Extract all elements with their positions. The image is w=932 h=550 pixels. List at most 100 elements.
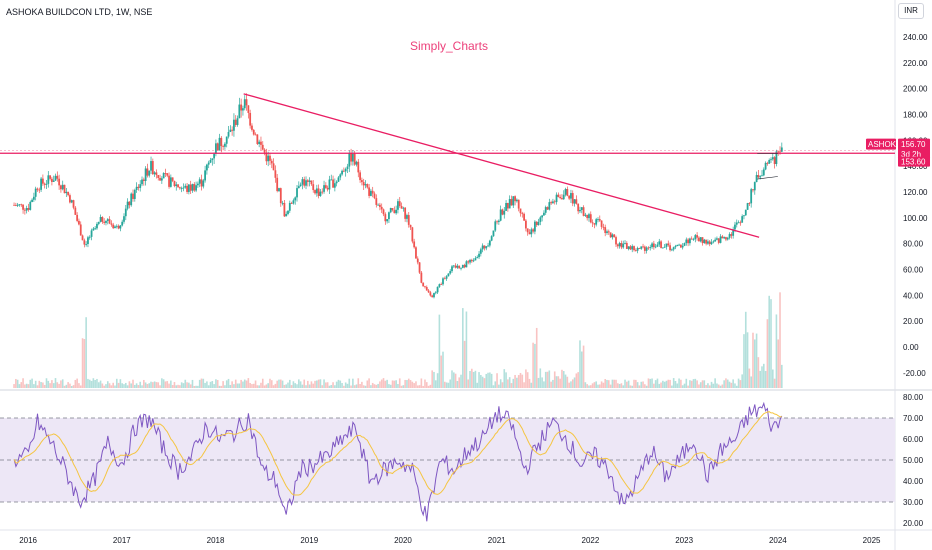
candle-body xyxy=(386,219,389,222)
volume-bar xyxy=(676,383,679,388)
currency-selector[interactable]: INR xyxy=(898,3,924,19)
candle-body xyxy=(193,184,196,191)
volume-bar xyxy=(638,385,641,388)
candle-body xyxy=(388,212,390,220)
volume-bar xyxy=(600,381,603,388)
volume-bar xyxy=(274,383,277,388)
volume-bar xyxy=(753,339,756,388)
candle-body xyxy=(678,244,680,246)
volume-bar xyxy=(434,380,437,388)
candle-body xyxy=(278,188,280,192)
candle-body xyxy=(126,201,129,209)
volume-bar xyxy=(225,380,228,388)
candle-body xyxy=(665,243,668,247)
volume-bar xyxy=(157,382,160,388)
volume-bar xyxy=(716,383,718,388)
volume-bar xyxy=(87,378,89,388)
volume-bar xyxy=(103,385,105,388)
candle-body xyxy=(469,259,471,263)
volume-bar xyxy=(207,385,210,388)
volume-bar xyxy=(134,384,136,388)
volume-bar xyxy=(40,382,42,388)
volume-bar xyxy=(389,384,392,388)
volume-bar xyxy=(750,376,752,388)
candle-body xyxy=(734,224,736,230)
candle-body xyxy=(429,292,432,296)
volume-bar xyxy=(566,376,569,388)
price-tick-label: 0.00 xyxy=(903,343,919,352)
candle-body xyxy=(425,287,428,291)
candle-body xyxy=(222,146,225,147)
volume-bar xyxy=(330,385,333,388)
candle-body xyxy=(135,186,138,190)
volume-bar xyxy=(231,381,233,388)
candle-body xyxy=(627,246,630,249)
volume-bar xyxy=(123,384,125,388)
candle-body xyxy=(58,178,61,186)
volume-bar xyxy=(492,385,495,388)
rsi-tick-label: 30.00 xyxy=(903,498,924,507)
candle-body xyxy=(310,180,313,185)
volume-bar xyxy=(476,382,479,388)
candle-body xyxy=(130,193,133,206)
volume-bar xyxy=(537,377,540,388)
candle-body xyxy=(243,99,246,109)
candle-body xyxy=(555,194,558,203)
candle-body xyxy=(389,208,392,213)
drawings[interactable] xyxy=(0,93,895,238)
candle-body xyxy=(748,203,751,204)
candle-body xyxy=(447,273,450,277)
candle-body xyxy=(737,222,740,224)
volume-bar xyxy=(770,299,772,388)
candle-body xyxy=(746,203,749,210)
candle-body xyxy=(409,224,412,228)
volume-bar xyxy=(215,379,217,388)
candle-body xyxy=(335,181,338,184)
candle-body xyxy=(588,214,590,219)
candle-body xyxy=(541,215,544,218)
price-tick-label: 180.00 xyxy=(903,111,928,120)
volume-bar xyxy=(364,385,367,388)
volume-bar xyxy=(348,378,351,388)
volume-bar xyxy=(164,381,167,388)
candle-body xyxy=(238,104,241,119)
volume-bar xyxy=(591,383,594,388)
candle-body xyxy=(180,188,183,189)
candle-body xyxy=(676,244,679,247)
volume-bar xyxy=(445,382,448,388)
volume-bar xyxy=(375,384,378,388)
candle-body xyxy=(524,220,527,229)
volume-bar xyxy=(409,380,412,388)
volume-bar xyxy=(128,381,131,388)
candle-body xyxy=(196,183,199,186)
volume-bar xyxy=(708,385,711,388)
volume-bar xyxy=(490,373,493,388)
volume-bar xyxy=(242,381,244,388)
candle-body xyxy=(69,195,71,203)
candle-body xyxy=(629,246,632,250)
volume-bar xyxy=(285,384,287,388)
symbol-badge xyxy=(866,138,896,150)
volume-bar xyxy=(653,383,655,388)
candle-body xyxy=(321,191,324,193)
candle-body xyxy=(85,243,88,245)
volume-bar xyxy=(530,382,533,388)
volume-bar xyxy=(83,339,86,388)
volume-bar xyxy=(114,385,116,388)
volume-bar xyxy=(307,380,309,388)
volume-bar xyxy=(153,381,156,388)
volume-bar xyxy=(301,384,304,388)
candle-body xyxy=(523,213,525,221)
volume-bar xyxy=(649,378,652,388)
candle-body xyxy=(492,230,495,237)
volume-bar xyxy=(674,381,677,388)
volume-bar xyxy=(422,385,424,388)
price-tick-label: 220.00 xyxy=(903,59,928,68)
volume-bar xyxy=(143,379,145,388)
candle-body xyxy=(463,264,466,268)
candle-body xyxy=(752,189,754,191)
candle-body xyxy=(512,196,515,206)
candle-body xyxy=(470,259,473,262)
candle-body xyxy=(707,241,709,244)
